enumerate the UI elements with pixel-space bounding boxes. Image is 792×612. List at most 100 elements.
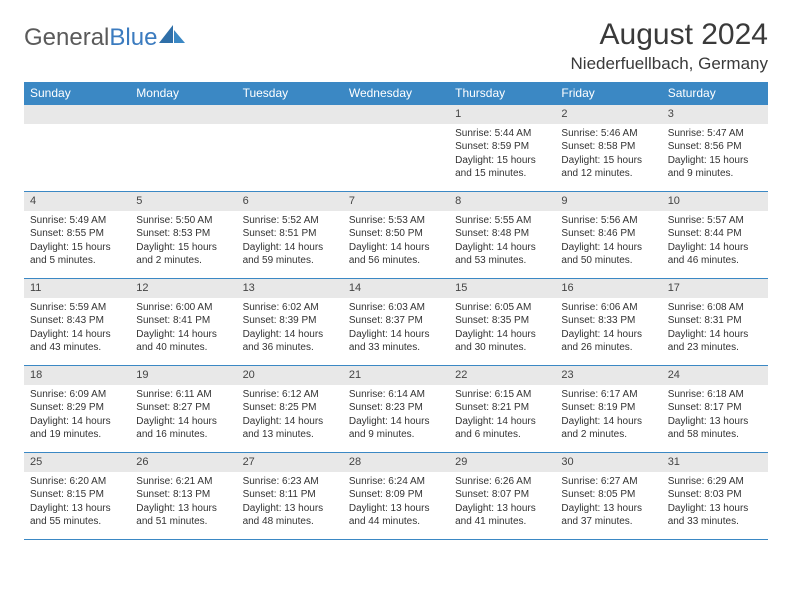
daylight-line1: Daylight: 13 hours <box>243 502 337 516</box>
calendar-cell: 17Sunrise: 6:08 AMSunset: 8:31 PMDayligh… <box>662 279 768 365</box>
sunset-text: Sunset: 8:21 PM <box>455 401 549 415</box>
calendar-cell: 4Sunrise: 5:49 AMSunset: 8:55 PMDaylight… <box>24 192 130 278</box>
sunset-text: Sunset: 8:35 PM <box>455 314 549 328</box>
weekday-header: Tuesday <box>237 82 343 104</box>
day-number: 4 <box>24 192 130 211</box>
day-number: 15 <box>449 279 555 298</box>
day-number <box>343 105 449 124</box>
calendar-cell <box>343 105 449 191</box>
cell-body: Sunrise: 6:20 AMSunset: 8:15 PMDaylight:… <box>24 472 130 533</box>
sunset-text: Sunset: 8:13 PM <box>136 488 230 502</box>
sunset-text: Sunset: 8:46 PM <box>561 227 655 241</box>
daylight-line1: Daylight: 14 hours <box>455 241 549 255</box>
daylight-line1: Daylight: 14 hours <box>561 415 655 429</box>
calendar-cell: 3Sunrise: 5:47 AMSunset: 8:56 PMDaylight… <box>662 105 768 191</box>
sunrise-text: Sunrise: 5:44 AM <box>455 127 549 141</box>
calendar-cell: 15Sunrise: 6:05 AMSunset: 8:35 PMDayligh… <box>449 279 555 365</box>
sunset-text: Sunset: 8:41 PM <box>136 314 230 328</box>
daylight-line2: and 43 minutes. <box>30 341 124 355</box>
daylight-line1: Daylight: 14 hours <box>455 328 549 342</box>
daylight-line1: Daylight: 14 hours <box>243 241 337 255</box>
daylight-line1: Daylight: 13 hours <box>30 502 124 516</box>
cell-body: Sunrise: 6:00 AMSunset: 8:41 PMDaylight:… <box>130 298 236 359</box>
cell-body: Sunrise: 6:29 AMSunset: 8:03 PMDaylight:… <box>662 472 768 533</box>
cell-body: Sunrise: 5:47 AMSunset: 8:56 PMDaylight:… <box>662 124 768 185</box>
calendar-cell: 1Sunrise: 5:44 AMSunset: 8:59 PMDaylight… <box>449 105 555 191</box>
sunrise-text: Sunrise: 5:50 AM <box>136 214 230 228</box>
calendar-cell: 31Sunrise: 6:29 AMSunset: 8:03 PMDayligh… <box>662 453 768 539</box>
daylight-line2: and 12 minutes. <box>561 167 655 181</box>
logo-text-2: Blue <box>109 24 157 51</box>
calendar-cell <box>24 105 130 191</box>
calendar-row: 1Sunrise: 5:44 AMSunset: 8:59 PMDaylight… <box>24 104 768 191</box>
daylight-line2: and 44 minutes. <box>349 515 443 529</box>
daylight-line2: and 16 minutes. <box>136 428 230 442</box>
sunset-text: Sunset: 8:59 PM <box>455 140 549 154</box>
day-number: 14 <box>343 279 449 298</box>
cell-body: Sunrise: 5:46 AMSunset: 8:58 PMDaylight:… <box>555 124 661 185</box>
day-number: 13 <box>237 279 343 298</box>
cell-body: Sunrise: 6:08 AMSunset: 8:31 PMDaylight:… <box>662 298 768 359</box>
daylight-line2: and 9 minutes. <box>349 428 443 442</box>
daylight-line1: Daylight: 13 hours <box>455 502 549 516</box>
sunset-text: Sunset: 8:53 PM <box>136 227 230 241</box>
daylight-line1: Daylight: 15 hours <box>30 241 124 255</box>
day-number: 20 <box>237 366 343 385</box>
cell-body: Sunrise: 6:17 AMSunset: 8:19 PMDaylight:… <box>555 385 661 446</box>
day-number: 7 <box>343 192 449 211</box>
day-number: 28 <box>343 453 449 472</box>
day-number: 23 <box>555 366 661 385</box>
day-number: 31 <box>662 453 768 472</box>
sunset-text: Sunset: 8:07 PM <box>455 488 549 502</box>
daylight-line1: Daylight: 14 hours <box>349 241 443 255</box>
day-number: 3 <box>662 105 768 124</box>
cell-body: Sunrise: 6:14 AMSunset: 8:23 PMDaylight:… <box>343 385 449 446</box>
daylight-line2: and 51 minutes. <box>136 515 230 529</box>
daylight-line1: Daylight: 13 hours <box>561 502 655 516</box>
cell-body: Sunrise: 6:05 AMSunset: 8:35 PMDaylight:… <box>449 298 555 359</box>
sunset-text: Sunset: 8:43 PM <box>30 314 124 328</box>
sunset-text: Sunset: 8:25 PM <box>243 401 337 415</box>
daylight-line2: and 15 minutes. <box>455 167 549 181</box>
day-number: 21 <box>343 366 449 385</box>
calendar-cell: 22Sunrise: 6:15 AMSunset: 8:21 PMDayligh… <box>449 366 555 452</box>
calendar-row: 25Sunrise: 6:20 AMSunset: 8:15 PMDayligh… <box>24 452 768 540</box>
calendar-cell: 19Sunrise: 6:11 AMSunset: 8:27 PMDayligh… <box>130 366 236 452</box>
cell-body: Sunrise: 5:52 AMSunset: 8:51 PMDaylight:… <box>237 211 343 272</box>
sunrise-text: Sunrise: 6:06 AM <box>561 301 655 315</box>
day-number: 18 <box>24 366 130 385</box>
daylight-line2: and 23 minutes. <box>668 341 762 355</box>
sunrise-text: Sunrise: 6:26 AM <box>455 475 549 489</box>
daylight-line2: and 55 minutes. <box>30 515 124 529</box>
daylight-line1: Daylight: 14 hours <box>349 415 443 429</box>
daylight-line1: Daylight: 14 hours <box>668 241 762 255</box>
sunrise-text: Sunrise: 5:56 AM <box>561 214 655 228</box>
sunset-text: Sunset: 8:17 PM <box>668 401 762 415</box>
sunset-text: Sunset: 8:39 PM <box>243 314 337 328</box>
day-number: 1 <box>449 105 555 124</box>
cell-body: Sunrise: 5:49 AMSunset: 8:55 PMDaylight:… <box>24 211 130 272</box>
cell-body: Sunrise: 5:57 AMSunset: 8:44 PMDaylight:… <box>662 211 768 272</box>
daylight-line2: and 2 minutes. <box>136 254 230 268</box>
day-number: 27 <box>237 453 343 472</box>
daylight-line2: and 41 minutes. <box>455 515 549 529</box>
daylight-line2: and 9 minutes. <box>668 167 762 181</box>
sunset-text: Sunset: 8:29 PM <box>30 401 124 415</box>
cell-body: Sunrise: 6:15 AMSunset: 8:21 PMDaylight:… <box>449 385 555 446</box>
cell-body: Sunrise: 6:26 AMSunset: 8:07 PMDaylight:… <box>449 472 555 533</box>
sunrise-text: Sunrise: 5:57 AM <box>668 214 762 228</box>
daylight-line1: Daylight: 14 hours <box>455 415 549 429</box>
logo: GeneralBlue <box>24 24 185 52</box>
sunrise-text: Sunrise: 6:20 AM <box>30 475 124 489</box>
sunset-text: Sunset: 8:50 PM <box>349 227 443 241</box>
daylight-line1: Daylight: 14 hours <box>561 241 655 255</box>
daylight-line2: and 58 minutes. <box>668 428 762 442</box>
daylight-line2: and 50 minutes. <box>561 254 655 268</box>
daylight-line1: Daylight: 14 hours <box>30 415 124 429</box>
day-number <box>24 105 130 124</box>
sunset-text: Sunset: 8:55 PM <box>30 227 124 241</box>
daylight-line1: Daylight: 14 hours <box>561 328 655 342</box>
sunset-text: Sunset: 8:33 PM <box>561 314 655 328</box>
day-number: 2 <box>555 105 661 124</box>
daylight-line2: and 33 minutes. <box>668 515 762 529</box>
